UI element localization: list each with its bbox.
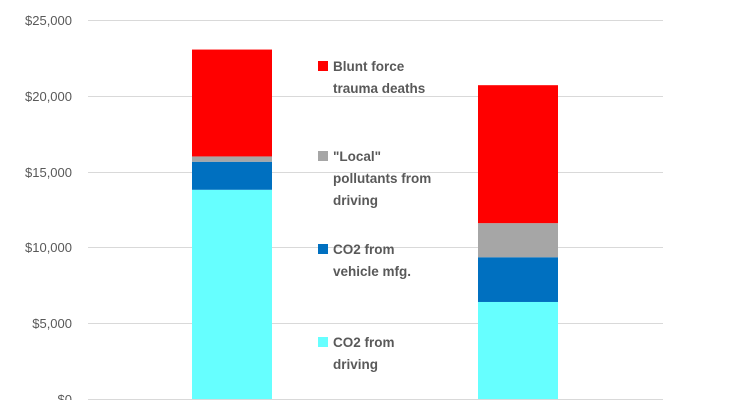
bar-segment: [478, 301, 558, 399]
legend-swatch: [318, 244, 328, 254]
legend-label: vehicle mfg.: [333, 264, 411, 279]
y-tick-label: $25,000: [25, 13, 72, 28]
bar-segment: [478, 223, 558, 258]
y-axis-tick-labels: $0 $5,000 $10,000 $15,000 $20,000 $25,000: [25, 13, 72, 400]
bar-segment: [192, 189, 272, 399]
bars: [192, 49, 558, 399]
bar-segment: [192, 49, 272, 157]
y-tick-label: $0: [58, 392, 72, 400]
y-tick-label: $20,000: [25, 89, 72, 104]
legend-label: trauma deaths: [333, 81, 425, 96]
y-tick-label: $5,000: [32, 316, 72, 331]
legend-label: "Local": [333, 149, 381, 164]
bar-segment: [478, 85, 558, 224]
legend-label: driving: [333, 357, 378, 372]
legend-swatch: [318, 151, 328, 161]
legend-label: driving: [333, 193, 378, 208]
legend-swatch: [318, 61, 328, 71]
bar-segment: [478, 257, 558, 302]
bar-segment: [192, 156, 272, 162]
legend-label: CO2 from: [333, 242, 395, 257]
legend: Blunt force trauma deaths "Local" pollutant…: [318, 59, 431, 372]
legend-label: pollutants from: [333, 171, 431, 186]
bar-segment: [192, 161, 272, 190]
legend-label: CO2 from: [333, 335, 395, 350]
y-tick-label: $15,000: [25, 165, 72, 180]
y-tick-label: $10,000: [25, 240, 72, 255]
legend-swatch: [318, 337, 328, 347]
legend-label: Blunt force: [333, 59, 405, 74]
